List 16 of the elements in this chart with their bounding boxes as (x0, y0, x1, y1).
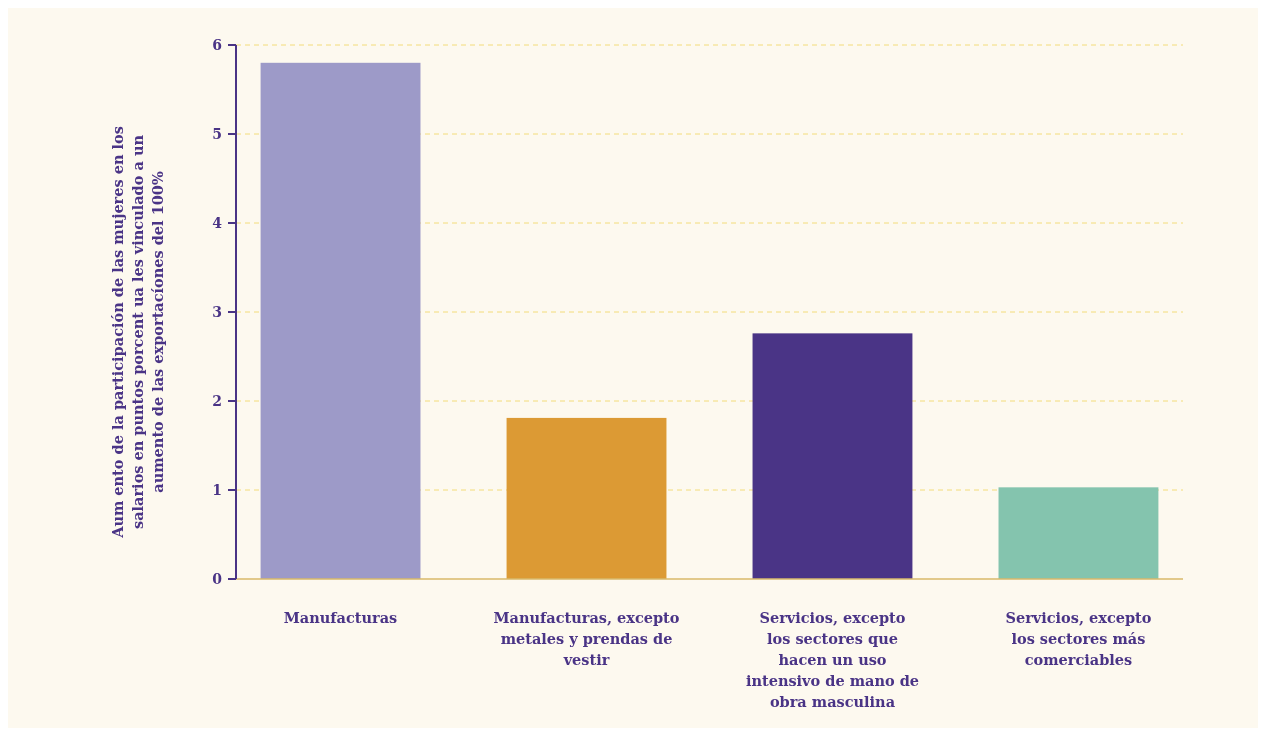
x-tick-label: Servicios, excepto los sectores que hacen un uso intensivo de mano de obra masculina (745, 609, 920, 710)
y-tick-label: 5 (212, 125, 222, 142)
bar (998, 487, 1159, 579)
y-tick-label: 1 (212, 481, 222, 498)
y-tick-label: 4 (212, 214, 223, 231)
y-tick-label: 6 (212, 36, 222, 53)
y-axis-title: Aum ento de la participación de las mujeres en los salarios en puntos porcent ua les vinculado a un aumento de las exportacíones del 100% (109, 126, 166, 539)
x-tick-label: Manufacturas (283, 609, 398, 626)
y-tick-label: 3 (212, 303, 222, 320)
x-tick-label: Manufacturas, excepto metales y prendas de vestir (493, 609, 680, 668)
y-tick-label: 2 (212, 392, 222, 409)
y-tick-label: 0 (212, 570, 223, 587)
bar (752, 333, 913, 579)
bar (260, 62, 421, 579)
bar (506, 417, 667, 579)
x-tick-label: Servicios, excepto los sectores más comerciables (1005, 609, 1152, 668)
